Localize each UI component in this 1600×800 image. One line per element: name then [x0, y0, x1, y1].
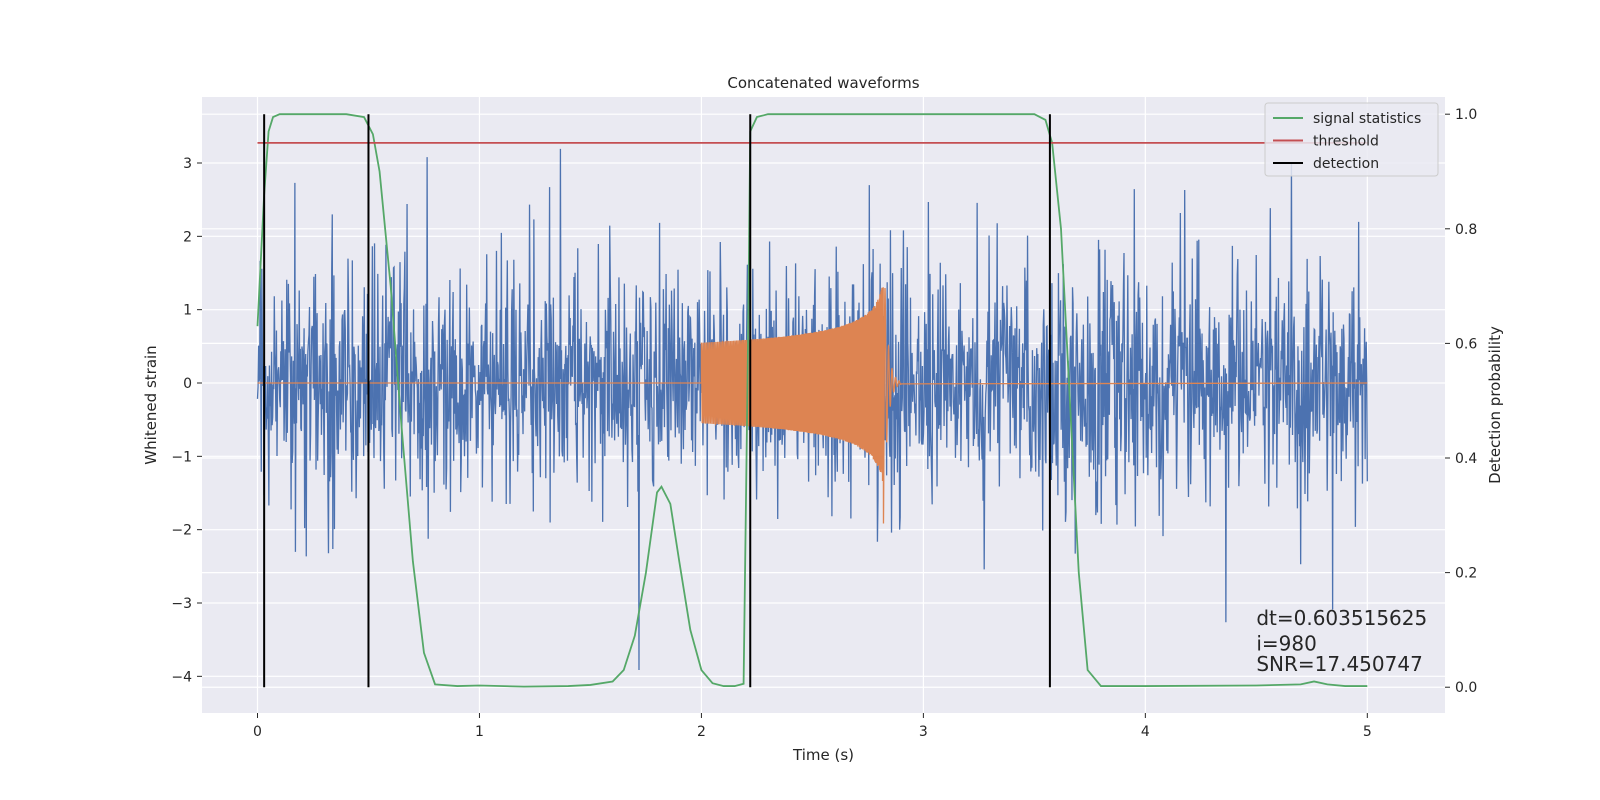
- y-left-tick-label: −3: [171, 596, 192, 612]
- x-tick-label: 2: [697, 724, 706, 740]
- legend-label-signal-statistics: signal statistics: [1313, 111, 1421, 127]
- x-axis: 0 1 2 3 4 5: [253, 713, 1372, 740]
- y-left-axis-title: Whitened strain: [142, 345, 160, 464]
- y-right-tick-label: 0.0: [1455, 680, 1477, 696]
- legend: signal statistics threshold detection: [1264, 102, 1439, 177]
- y-left-tick-label: −1: [171, 449, 192, 465]
- y-left-tick-label: 3: [183, 156, 192, 172]
- x-tick-label: 4: [1141, 724, 1150, 740]
- y-left-tick-label: 2: [183, 229, 192, 245]
- y-right-tick-label: 0.2: [1455, 566, 1477, 582]
- y-left-tick-label: 0: [183, 376, 192, 392]
- x-tick-label: 3: [919, 724, 928, 740]
- y-right-tick-label: 1.0: [1455, 107, 1477, 123]
- legend-label-detection: detection: [1313, 156, 1379, 172]
- y-left-axis: 3 2 1 0 −1 −2 −3 −4: [171, 156, 202, 685]
- y-left-tick-label: 1: [183, 303, 192, 319]
- y-left-tick-label: −2: [171, 523, 192, 539]
- y-right-tick-label: 0.8: [1455, 222, 1477, 238]
- y-right-axis-title: Detection probability: [1486, 326, 1504, 484]
- annotation-text-1: i=980: [1256, 632, 1317, 656]
- chirp-waveform-line: [257, 287, 1368, 524]
- data-layer: [256, 113, 1368, 688]
- x-tick-label: 1: [475, 724, 484, 740]
- y-right-tick-label: 0.6: [1455, 336, 1477, 352]
- y-right-tick-label: 0.4: [1455, 451, 1477, 467]
- x-axis-title: Time (s): [792, 746, 854, 764]
- annotation-text-2: SNR=17.450747: [1256, 652, 1422, 676]
- signal-statistics-line: [256, 113, 1368, 688]
- chart-title: Concatenated waveforms: [727, 74, 919, 92]
- y-right-axis: 1.0 0.8 0.6 0.4 0.2 0.0: [1445, 107, 1477, 696]
- plot-area: 0 1 2 3 4 5 Time (s) 3 2 1 0 −1 −2 −3 −4 Whitened strai…: [142, 74, 1504, 764]
- annotation-text-0: dt=0.603515625: [1256, 606, 1427, 630]
- x-tick-label: 0: [253, 724, 262, 740]
- y-left-tick-label: −4: [171, 669, 192, 685]
- legend-box: [1264, 102, 1439, 177]
- x-tick-label: 5: [1363, 724, 1372, 740]
- legend-label-threshold: threshold: [1313, 134, 1379, 150]
